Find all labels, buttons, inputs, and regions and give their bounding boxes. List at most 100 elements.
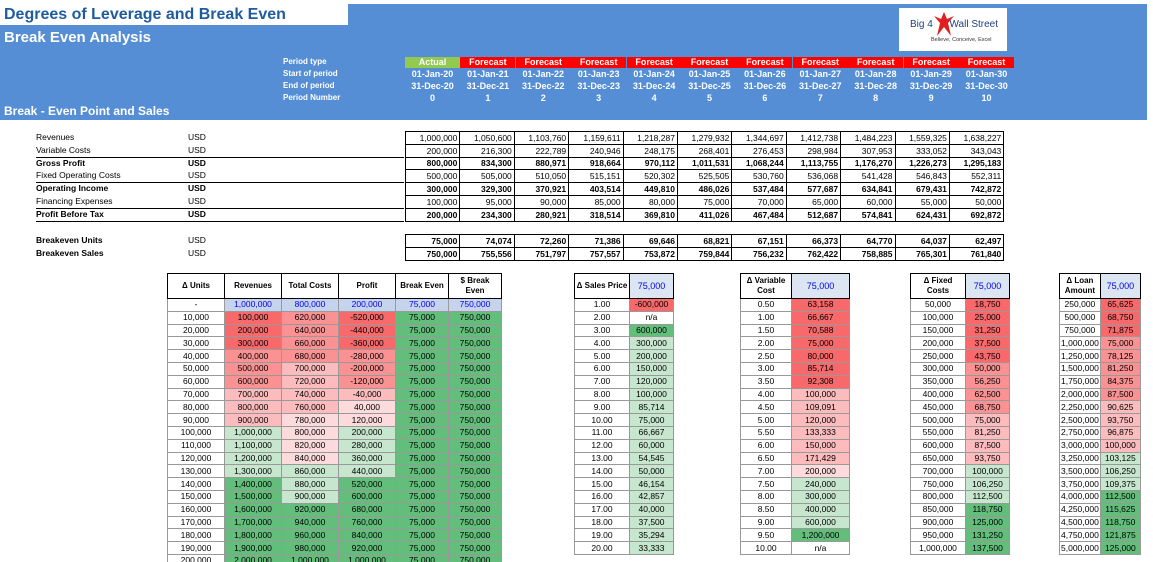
varcost-table-cell: 3.50 bbox=[740, 374, 792, 389]
breakeven-cell: 72,260 bbox=[513, 234, 570, 248]
pl-cell: 276,453 bbox=[731, 143, 787, 158]
units-table-cell: 80,000 bbox=[167, 400, 225, 415]
fixed-table-cell: 50,000 bbox=[965, 361, 1010, 376]
units-table-cell: 300,000 bbox=[224, 336, 282, 351]
price-table-cell: 85,714 bbox=[629, 400, 674, 415]
table-row: 16.00 42,857 bbox=[574, 489, 674, 504]
units-table-header: Break Even bbox=[395, 273, 449, 299]
pl-cell: 1,011,531 bbox=[676, 156, 733, 171]
pl-cell: 467,484 bbox=[731, 207, 787, 222]
varcost-table-cell: 100,000 bbox=[791, 387, 850, 402]
price-table-cell: 600,000 bbox=[629, 323, 674, 338]
pl-cell: 970,112 bbox=[622, 156, 678, 171]
loan-table-base-value[interactable]: 75,000 bbox=[1099, 273, 1141, 299]
fixed-table-cell: 56,250 bbox=[965, 374, 1010, 389]
loan-table-cell: 65,625 bbox=[1099, 298, 1141, 312]
loan-table-cell: 500,000 bbox=[1059, 310, 1101, 325]
price-table-cell: 100,000 bbox=[629, 387, 674, 402]
period-type-cell: Forecast bbox=[571, 57, 627, 68]
varcost-table-cell: n/a bbox=[791, 541, 850, 555]
varcost-table-cell: 75,000 bbox=[791, 336, 850, 351]
fixed-table-base-value[interactable]: 75,000 bbox=[965, 273, 1010, 299]
price-table-cell: 37,500 bbox=[629, 515, 674, 530]
breakeven-cell: 64,037 bbox=[894, 234, 950, 248]
units-table-cell: 750,000 bbox=[448, 464, 502, 479]
table-row: 4,250,000 115,625 bbox=[1059, 502, 1141, 517]
units-table-cell: 660,000 bbox=[281, 336, 339, 351]
period-start-cell: 01-Jan-30 bbox=[965, 69, 1008, 79]
period-start-cell: 01-Jan-25 bbox=[688, 69, 731, 79]
period-number-cell: 9 bbox=[928, 93, 934, 103]
units-table-cell: 750,000 bbox=[448, 349, 502, 363]
breakeven-cell: 69,646 bbox=[622, 234, 678, 248]
units-table-cell: 75,000 bbox=[395, 400, 449, 415]
loan-table-cell: 1,000,000 bbox=[1059, 336, 1101, 351]
fixed-table-cell: 750,000 bbox=[910, 477, 966, 491]
units-table-cell: -200,000 bbox=[338, 361, 396, 376]
period-end-cell: 31-Dec-23 bbox=[577, 81, 620, 91]
table-row: 2,250,000 90,625 bbox=[1059, 400, 1141, 415]
units-table-cell: 200,000 bbox=[338, 298, 396, 312]
fixed-table-cell: 25,000 bbox=[965, 310, 1010, 325]
table-row: 2,500,000 93,750 bbox=[1059, 413, 1141, 427]
table-row: 250,000 65,625 bbox=[1059, 298, 1141, 312]
pl-cell: 369,810 bbox=[622, 207, 678, 222]
table-row: 5.00 200,000 bbox=[574, 349, 674, 363]
units-table-cell: 520,000 bbox=[338, 477, 396, 491]
header-line: Costs bbox=[926, 286, 950, 295]
period-start-cell: 01-Jan-28 bbox=[854, 69, 897, 79]
price-table-base-value[interactable]: 75,000 bbox=[629, 273, 674, 299]
varcost-table-cell: 240,000 bbox=[791, 477, 850, 491]
varcost-table-base-value[interactable]: 75,000 bbox=[791, 273, 850, 299]
pl-cell: 546,843 bbox=[894, 169, 950, 184]
fixed-table-cell: 400,000 bbox=[910, 387, 966, 402]
price-table-cell: 150,000 bbox=[629, 361, 674, 376]
pl-row-unit: USD bbox=[188, 170, 206, 181]
table-row: 50,000 18,750 bbox=[910, 298, 1010, 312]
varcost-table-cell: 7.00 bbox=[740, 464, 792, 479]
loan-table-cell: 4,250,000 bbox=[1059, 502, 1101, 517]
units-table-cell: 75,000 bbox=[395, 451, 449, 466]
period-type-cell: Forecast bbox=[460, 57, 516, 68]
units-table-cell: 75,000 bbox=[395, 464, 449, 479]
fixed-table-cell: 81,250 bbox=[965, 425, 1010, 440]
varcost-table-cell: 9.50 bbox=[740, 528, 792, 543]
period-type-cell: Forecast bbox=[959, 57, 1014, 68]
pl-cell: 800,000 bbox=[404, 156, 461, 171]
pl-cell: 307,953 bbox=[840, 143, 896, 158]
breakeven-cell: 750,000 bbox=[404, 246, 461, 261]
pl-cell: 525,505 bbox=[676, 169, 733, 184]
varcost-table-cell: 63,158 bbox=[791, 298, 850, 312]
pl-cell: 403,514 bbox=[568, 182, 624, 196]
pl-cell: 1,103,760 bbox=[513, 131, 570, 145]
units-table-cell: 750,000 bbox=[448, 451, 502, 466]
loan-table-cell: 121,875 bbox=[1099, 528, 1141, 543]
pl-cell: 222,789 bbox=[513, 143, 570, 158]
period-type-cell: Forecast bbox=[626, 57, 682, 68]
varcost-table-cell: 120,000 bbox=[791, 413, 850, 427]
table-row: 750,000 106,250 bbox=[910, 477, 1010, 491]
price-table-header: Δ Sales Price bbox=[574, 273, 630, 299]
units-table-cell: 750,000 bbox=[448, 323, 502, 338]
breakeven-cell: 67,151 bbox=[731, 234, 787, 248]
table-row: 50,000 500,000 700,000 -200,000 75,000 750,00… bbox=[167, 361, 502, 376]
pl-cell: 1,218,287 bbox=[622, 131, 678, 145]
table-row: 7.00 120,000 bbox=[574, 374, 674, 389]
pl-cell: 486,026 bbox=[676, 182, 733, 196]
varcost-table-cell: 300,000 bbox=[791, 489, 850, 504]
units-table-cell: 750,000 bbox=[448, 477, 502, 491]
units-table-cell: 90,000 bbox=[167, 413, 225, 427]
units-table-cell: -520,000 bbox=[338, 310, 396, 325]
pl-cell: 298,984 bbox=[785, 143, 842, 158]
table-row: 140,000 1,400,000 880,000 520,000 75,000 750,… bbox=[167, 477, 502, 491]
fixed-table-cell: 18,750 bbox=[965, 298, 1010, 312]
table-row: -1,000,000 800,000 200,000 75,000 750,000 bbox=[167, 298, 502, 312]
pl-row-unit: USD bbox=[188, 208, 206, 219]
varcost-table-cell: 200,000 bbox=[791, 464, 850, 479]
units-table-cell: 75,000 bbox=[395, 515, 449, 530]
title-box bbox=[0, 4, 348, 25]
logo-text-right: Wall Street bbox=[949, 19, 998, 30]
table-row: 10.00 n/a bbox=[740, 541, 850, 555]
period-start-cell: 01-Jan-20 bbox=[411, 69, 454, 79]
units-table-cell: 75,000 bbox=[395, 387, 449, 402]
